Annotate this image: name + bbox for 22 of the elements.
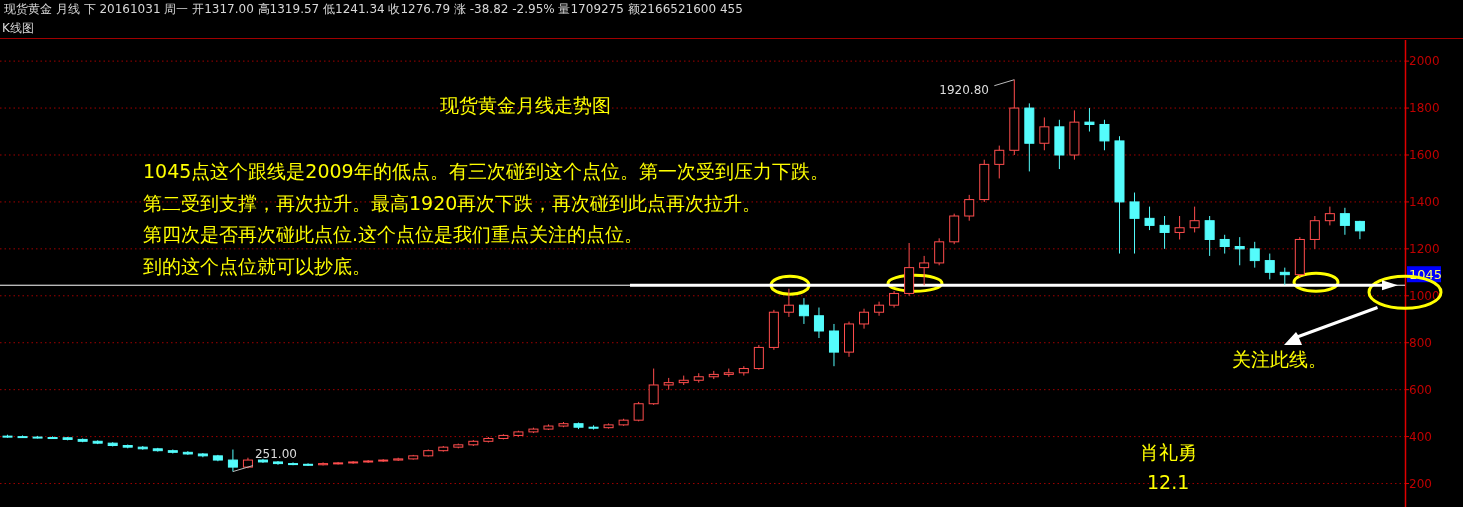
annotation: 12.1 — [1147, 471, 1190, 493]
annotation: 251.00 — [254, 446, 297, 461]
y-tick-label: 2000 — [1409, 54, 1440, 69]
annotation: 到的这个点位就可以抄底。 — [143, 255, 371, 277]
annotation: 肖礼勇 — [1140, 441, 1197, 463]
y-tick-label: 1000 — [1409, 288, 1440, 303]
y-tick-label: 1400 — [1409, 194, 1440, 209]
y-tick-label: 800 — [1409, 335, 1432, 350]
y-tick-label: 1800 — [1409, 101, 1440, 116]
annotation: 1045点这个跟线是2009年的低点。有三次碰到这个点位。第一次受到压力下跌。 — [143, 160, 829, 182]
chart-subtitle: 现货黄金 月线 下 20161031 周一 开1317.00 高1319.57 低1241.34 收1276.79 涨 -38.82 -2.95% 量1709275 额2166521600 455 — [4, 2, 743, 16]
y-tick-label: 400 — [1409, 429, 1432, 444]
annotation: 第四次是否再次碰此点位.这个点位是我们重点关注的点位。 — [143, 223, 644, 245]
y-tick-label: 600 — [1409, 382, 1432, 397]
annotation: 第二受到支撑，再次拉升。最高1920再次下跌，再次碰到此点再次拉升。 — [143, 192, 762, 214]
text: 现货黄金月线走势图 — [440, 94, 611, 116]
y-tick-label: 1600 — [1409, 147, 1440, 162]
y-tick-label: 200 — [1409, 476, 1432, 491]
annotation: 关注此线。 — [1232, 348, 1327, 370]
text: K线图 — [2, 21, 34, 35]
annotation: 1920.80 — [939, 82, 989, 97]
y-tick-label: 1200 — [1409, 241, 1440, 256]
